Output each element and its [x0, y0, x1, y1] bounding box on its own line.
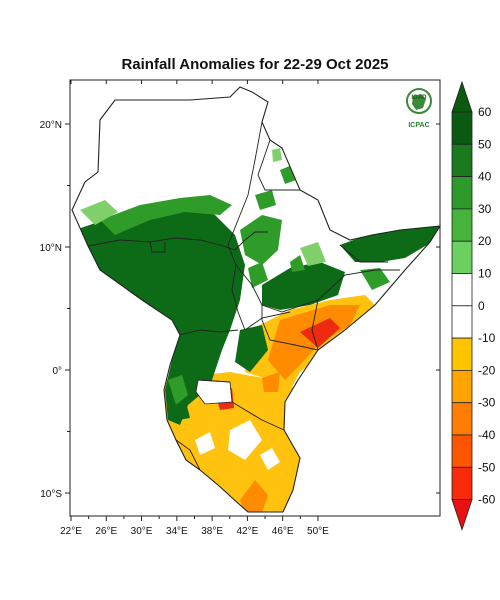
- colorbar-label: -30: [478, 396, 496, 410]
- colorbar-label: -10: [478, 331, 496, 345]
- colorbar-label: -20: [478, 363, 496, 377]
- colorbar-swatch: [451, 208, 473, 242]
- wet-zone-horn: [340, 226, 440, 262]
- lon-tick-label: 38°E: [201, 526, 223, 537]
- colorbar-label: -60: [478, 493, 496, 507]
- country-borders: [87, 121, 400, 471]
- colorbar-swatch: [451, 305, 473, 339]
- lon-tick-label: 26°E: [95, 526, 117, 537]
- map-title: Rainfall Anomalies for 22-29 Oct 2025: [121, 56, 389, 73]
- lon-tick-label: 46°E: [272, 526, 294, 537]
- wet-zone-west: [75, 205, 245, 425]
- colorbar-label: -40: [478, 428, 496, 442]
- lon-tick-label: 30°E: [131, 526, 153, 537]
- colorbar-label: 20: [478, 234, 492, 248]
- wet-zone-ethiopia: [262, 262, 345, 310]
- lat-tick-label: 10°S: [40, 489, 62, 500]
- colorbar-label: 0: [478, 299, 485, 313]
- colorbar-swatch: [451, 273, 473, 307]
- axis-ticks: 20°N 10°N 0° 10°S 22°E 26°E 30°E 34°E 38°E 42°E 46…: [40, 80, 440, 537]
- lat-tick-label: 0°: [52, 366, 62, 377]
- colorbar-swatch: [451, 434, 473, 468]
- igad-logo: IGAD ICPAC: [406, 88, 432, 129]
- lon-tick-label: 22°E: [60, 526, 82, 537]
- colorbar-label: 40: [478, 170, 492, 184]
- colorbar-top-arrow: [451, 80, 473, 113]
- colorbar-swatch: [451, 337, 473, 371]
- logo-org-bottom: ICPAC: [408, 122, 429, 129]
- lat-tick-label: 10°N: [40, 243, 62, 254]
- colorbar: 60 50 40 30 20 10 0 -10 -20 -30 -40 -50 -60: [451, 80, 496, 531]
- logo-org-top: IGAD: [412, 95, 428, 101]
- colorbar-label: 50: [478, 137, 492, 151]
- region-outline: [71, 86, 442, 513]
- colorbar-label: -50: [478, 460, 496, 474]
- colorbar-label: 30: [478, 202, 492, 216]
- colorbar-swatch: [451, 369, 473, 404]
- lon-tick-label: 34°E: [166, 526, 188, 537]
- colorbar-swatch: [451, 176, 473, 210]
- colorbar-swatch: [451, 402, 473, 436]
- colorbar-swatch: [451, 466, 473, 500]
- colorbar-swatch: [451, 143, 473, 178]
- lat-tick-label: 20°N: [40, 120, 62, 131]
- colorbar-bottom-arrow: [451, 499, 473, 531]
- colorbar-label: 10: [478, 267, 492, 281]
- colorbar-swatch: [451, 111, 473, 145]
- colorbar-label: 60: [478, 105, 492, 119]
- lon-tick-label: 42°E: [237, 526, 259, 537]
- lon-tick-label: 50°E: [307, 526, 329, 537]
- colorbar-swatch: [451, 240, 473, 274]
